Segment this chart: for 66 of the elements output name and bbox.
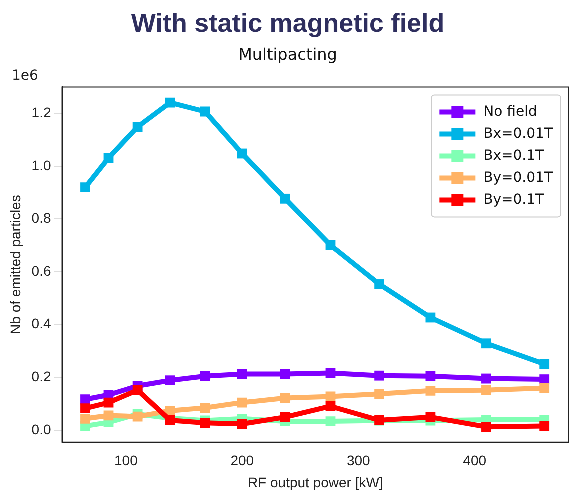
point [237, 148, 248, 159]
point [540, 383, 550, 394]
point [165, 376, 176, 386]
point [482, 385, 492, 396]
point [237, 398, 248, 408]
y-tick-label: 0.6 [32, 262, 52, 279]
point [482, 422, 492, 432]
point [165, 416, 176, 426]
point [165, 98, 176, 108]
legend-label: By=0.1T [484, 192, 545, 208]
point [80, 394, 90, 405]
point [104, 410, 114, 421]
point [540, 359, 550, 370]
point [200, 418, 210, 428]
legend-label: No field [484, 104, 538, 120]
point [426, 371, 436, 382]
point [482, 374, 492, 384]
x-tick-label: 100 [114, 452, 138, 469]
point [132, 412, 143, 422]
x-tick-label: 300 [346, 452, 371, 469]
point [132, 122, 143, 132]
point [237, 419, 248, 430]
point [482, 338, 492, 349]
point [374, 370, 385, 381]
y-axis-title: Nb of emitted particles [7, 195, 24, 334]
y-tick-label: 0.4 [32, 316, 52, 332]
x-tick-label: 400 [463, 452, 487, 469]
x-axis-title: RF output power [kW] [248, 474, 384, 490]
point [280, 194, 290, 204]
point [200, 403, 210, 414]
point [326, 392, 336, 402]
point [426, 312, 436, 323]
point [80, 404, 90, 414]
y-tick-label: 0.8 [32, 210, 52, 226]
point [280, 412, 290, 422]
point [426, 386, 436, 396]
point [326, 402, 336, 412]
point [326, 240, 336, 250]
point [426, 412, 436, 422]
legend-label: Bx=0.01T [484, 126, 554, 142]
point [280, 369, 290, 380]
point [80, 182, 90, 193]
chart-subtitle: Multipacting [238, 44, 338, 64]
point [132, 385, 143, 396]
legend-label: Bx=0.1T [484, 148, 545, 164]
point [326, 416, 336, 426]
point [104, 398, 114, 408]
point [237, 369, 248, 380]
x-tick-label: 200 [230, 452, 254, 469]
y-tick-label: 1.2 [32, 104, 52, 120]
point [326, 368, 336, 378]
point [200, 371, 210, 382]
point [200, 106, 210, 117]
text: 1e6 [12, 68, 39, 84]
point [80, 414, 90, 424]
point [374, 389, 385, 400]
point [165, 406, 176, 416]
legend-label: By=0.01T [484, 170, 554, 186]
point [280, 393, 290, 404]
chart-title: With static magnetic field [130, 7, 446, 40]
y-tick-label: 0.0 [32, 421, 52, 438]
point [104, 153, 114, 164]
point [374, 280, 385, 290]
y-tick-label: 1.0 [32, 157, 52, 174]
point [540, 421, 550, 432]
y-tick-label: 0.2 [32, 368, 52, 385]
